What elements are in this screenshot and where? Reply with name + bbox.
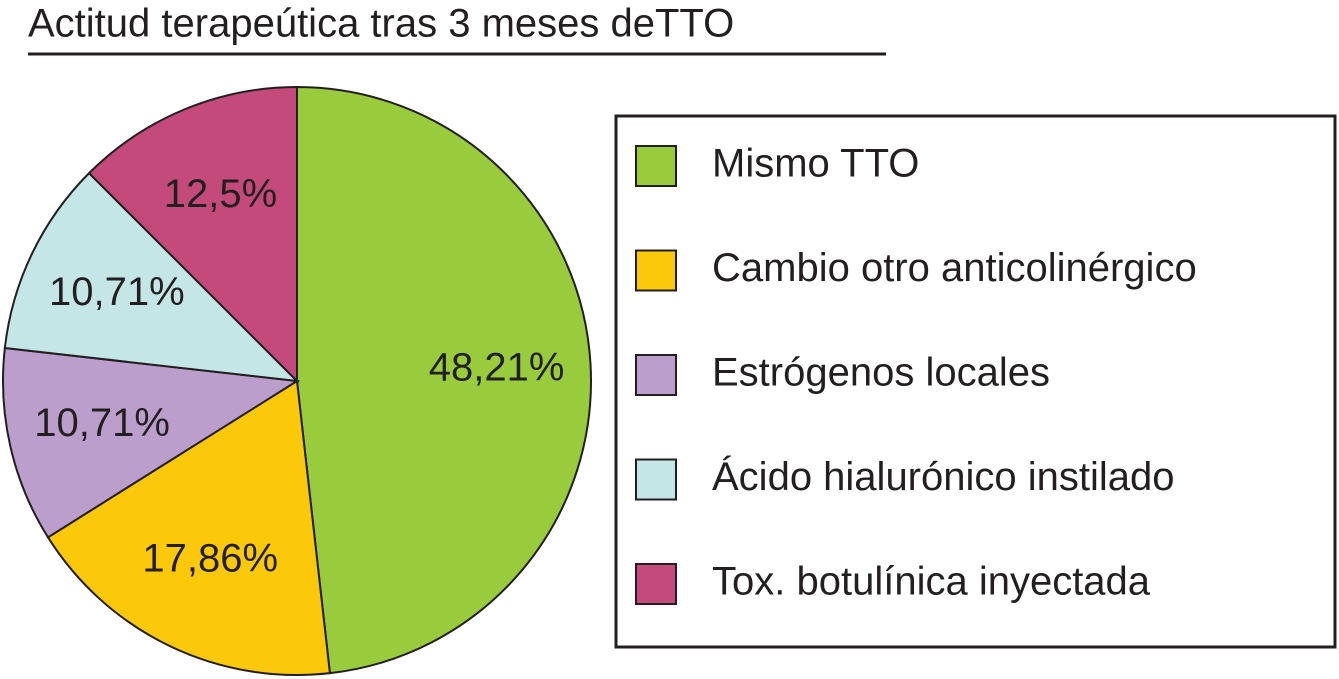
pie-slice [46, 379, 332, 676]
legend-swatch [635, 458, 677, 501]
legend-swatch [635, 145, 677, 187]
legend-label: Ácido hialurónico instilado [712, 454, 1175, 499]
pie-slice [296, 85, 592, 675]
legend-label: Tox. botulínica inyectada [712, 560, 1151, 604]
pie-slice [2, 346, 300, 539]
legend-swatch [635, 563, 677, 605]
slice-label: 12,5% [164, 172, 277, 216]
chart-title: Actitud terapeútica tras 3 meses deTTO [28, 2, 734, 46]
pie-slice [3, 171, 300, 383]
slice-label: 10,71% [49, 270, 185, 314]
legend-box [614, 114, 1337, 649]
slice-label: 48,21% [429, 345, 565, 389]
legend-swatch [635, 354, 677, 396]
legend-label: Mismo TTO [712, 142, 919, 186]
pie-slice [87, 85, 298, 384]
slice-label: 10,71% [34, 401, 170, 445]
slice-label: 17,86% [142, 537, 278, 581]
legend-swatch [635, 249, 677, 292]
legend-label: Estrógenos locales [712, 351, 1050, 395]
legend-label: Cambio otro anticolinérgico [712, 246, 1197, 290]
